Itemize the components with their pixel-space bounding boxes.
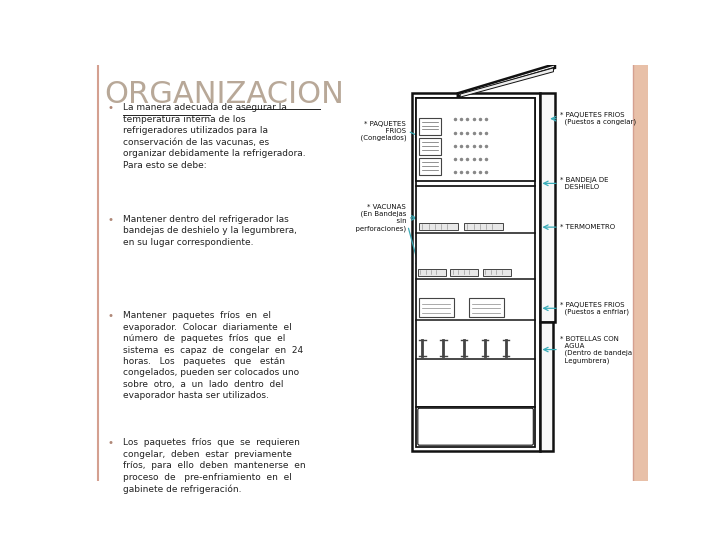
Text: ORGANIZACION: ORGANIZACION (104, 80, 344, 109)
Bar (419, 222, 458, 230)
Polygon shape (460, 68, 554, 97)
Bar (469, 298, 504, 317)
Text: * PAQUETES FRIOS
  (Puestos a enfriar): * PAQUETES FRIOS (Puestos a enfriar) (560, 301, 629, 315)
Text: •: • (107, 215, 113, 225)
Text: La manera adecuada de asegurar la
temperatura interna de los
refrigeradores util: La manera adecuada de asegurar la temper… (122, 103, 305, 170)
Bar (416, 98, 535, 181)
Text: •: • (107, 311, 113, 321)
Bar (419, 158, 441, 175)
Text: * PAQUETES FRIOS
  (Puestos a congelar): * PAQUETES FRIOS (Puestos a congelar) (560, 112, 636, 125)
Text: * TERMOMETRO: * TERMOMETRO (560, 224, 616, 230)
Polygon shape (458, 64, 555, 96)
Text: •: • (107, 103, 113, 113)
Text: * PAQUETES
  FRIOS
  (Congelados): * PAQUETES FRIOS (Congelados) (356, 121, 406, 141)
Bar (412, 93, 539, 451)
Text: * BOTELLAS CON
  AGUA
  (Dentro de bandeja
  Legumbrera): * BOTELLAS CON AGUA (Dentro de bandeja L… (560, 335, 633, 363)
Bar (483, 269, 510, 275)
Text: •: • (107, 438, 113, 448)
Bar (451, 269, 478, 275)
Text: * BANDEJA DE
  DESHIELO: * BANDEJA DE DESHIELO (560, 177, 609, 190)
Text: * VACUNAS
  (En Bandejas
  sin
  perforaciones): * VACUNAS (En Bandejas sin perforaciones… (351, 204, 406, 232)
Bar (539, 93, 555, 322)
Text: Mantener  paquetes  fríos  en  el
evaporador.  Colocar  diariamente  el
número  : Mantener paquetes fríos en el evaporador… (122, 311, 302, 400)
Bar (464, 222, 503, 230)
Bar (418, 269, 446, 275)
Bar (419, 138, 441, 155)
Bar (419, 118, 441, 135)
Text: Los  paquetes  fríos  que  se  requieren
congelar,  deben  estar  previamente
fr: Los paquetes fríos que se requieren cong… (122, 438, 305, 494)
Bar (539, 322, 554, 451)
Text: Mantener dentro del refrigerador las
bandejas de deshielo y la legumbrera,
en su: Mantener dentro del refrigerador las ban… (122, 215, 297, 247)
FancyBboxPatch shape (418, 408, 534, 445)
Bar (419, 298, 454, 317)
Bar (416, 407, 535, 447)
Bar (632, 65, 648, 481)
Bar (416, 98, 535, 407)
